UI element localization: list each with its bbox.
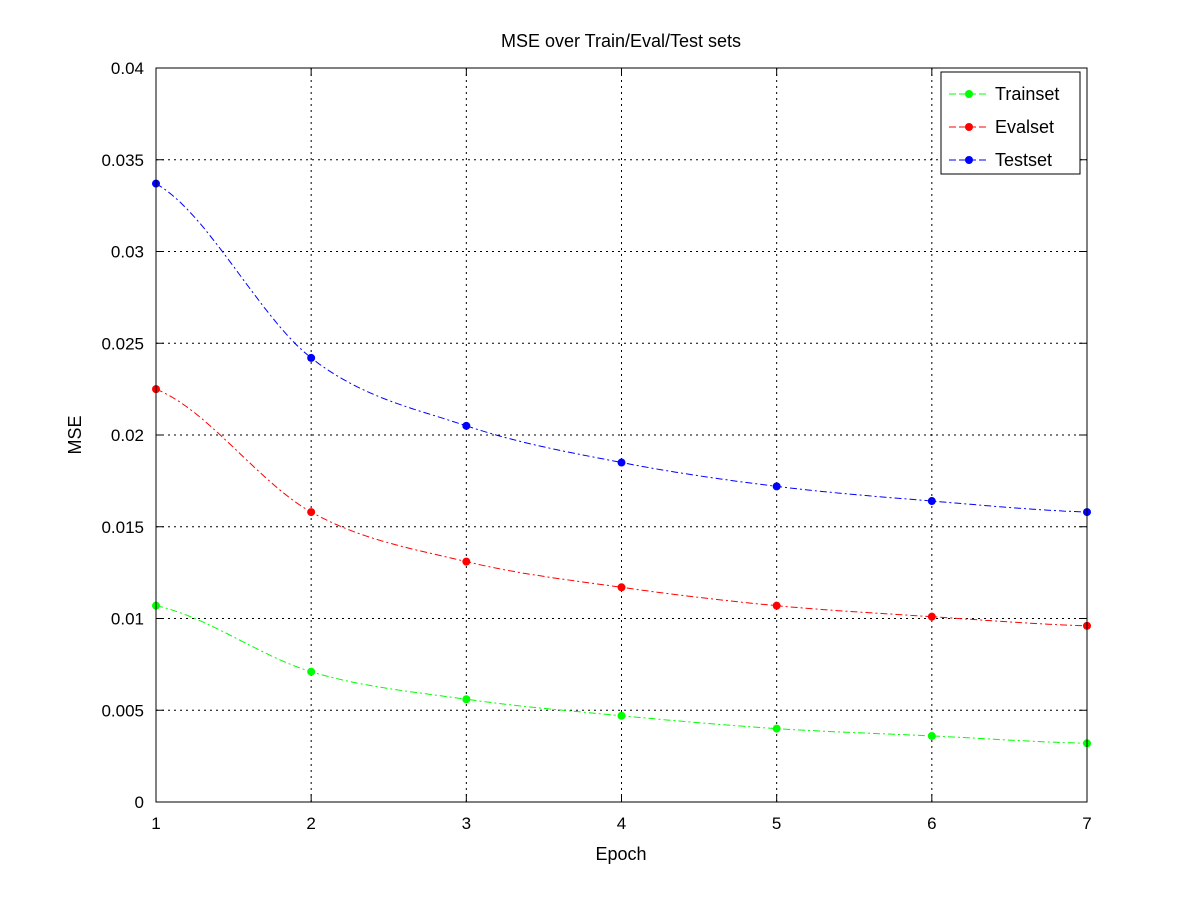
data-point-evalset: [927, 612, 936, 621]
y-tick-label: 0: [135, 793, 144, 812]
data-point-testset: [772, 482, 781, 491]
x-tick-label: 2: [306, 814, 315, 833]
legend-swatch-marker: [965, 156, 973, 164]
data-point-testset: [617, 458, 626, 467]
data-point-testset: [462, 421, 471, 430]
x-axis-label: Epoch: [595, 844, 646, 864]
data-point-trainset: [307, 667, 316, 676]
x-tick-label: 4: [617, 814, 626, 833]
series-testset: [152, 179, 1091, 517]
y-tick-label: 0.025: [101, 334, 144, 353]
legend-swatch-marker: [965, 123, 973, 131]
data-point-trainset: [772, 724, 781, 733]
chart-title: MSE over Train/Eval/Test sets: [501, 31, 741, 51]
data-point-testset: [307, 353, 316, 362]
x-tick-labels: 1 2 3 4 5 6 7: [151, 814, 1091, 833]
data-point-trainset: [927, 731, 936, 740]
legend-label: Trainset: [995, 84, 1059, 104]
data-point-evalset: [307, 508, 316, 517]
y-tick-label: 0.005: [101, 701, 144, 720]
y-tick-label: 0.015: [101, 518, 144, 537]
x-tick-label: 7: [1082, 814, 1091, 833]
legend-swatch-marker: [965, 90, 973, 98]
data-point-trainset: [617, 711, 626, 720]
y-tick-label: 0.01: [111, 610, 144, 629]
data-point-trainset: [462, 695, 471, 704]
data-point-evalset: [462, 557, 471, 566]
y-tick-label: 0.035: [101, 151, 144, 170]
y-tick-label: 0.02: [111, 426, 144, 445]
series-trainset: [152, 601, 1091, 748]
y-axis-label: MSE: [65, 415, 85, 454]
x-tick-label: 1: [151, 814, 160, 833]
x-tick-label: 6: [927, 814, 936, 833]
data-point-testset: [927, 497, 936, 506]
legend-box: [940, 71, 1081, 175]
x-tick-label: 5: [772, 814, 781, 833]
data-point-evalset: [617, 583, 626, 592]
x-tick-label: 3: [462, 814, 471, 833]
y-tick-label: 0.04: [111, 59, 144, 78]
legend-label: Evalset: [995, 117, 1054, 137]
data-point-evalset: [772, 601, 781, 610]
series-layer: [152, 179, 1091, 748]
y-tick-label: 0.03: [111, 243, 144, 262]
legend-label: Testset: [995, 150, 1052, 170]
legend: Trainset Evalset Testset: [940, 71, 1081, 175]
y-tick-labels: 0 0.005 0.01 0.015 0.02 0.025 0.03 0.035 0.04: [101, 59, 144, 812]
